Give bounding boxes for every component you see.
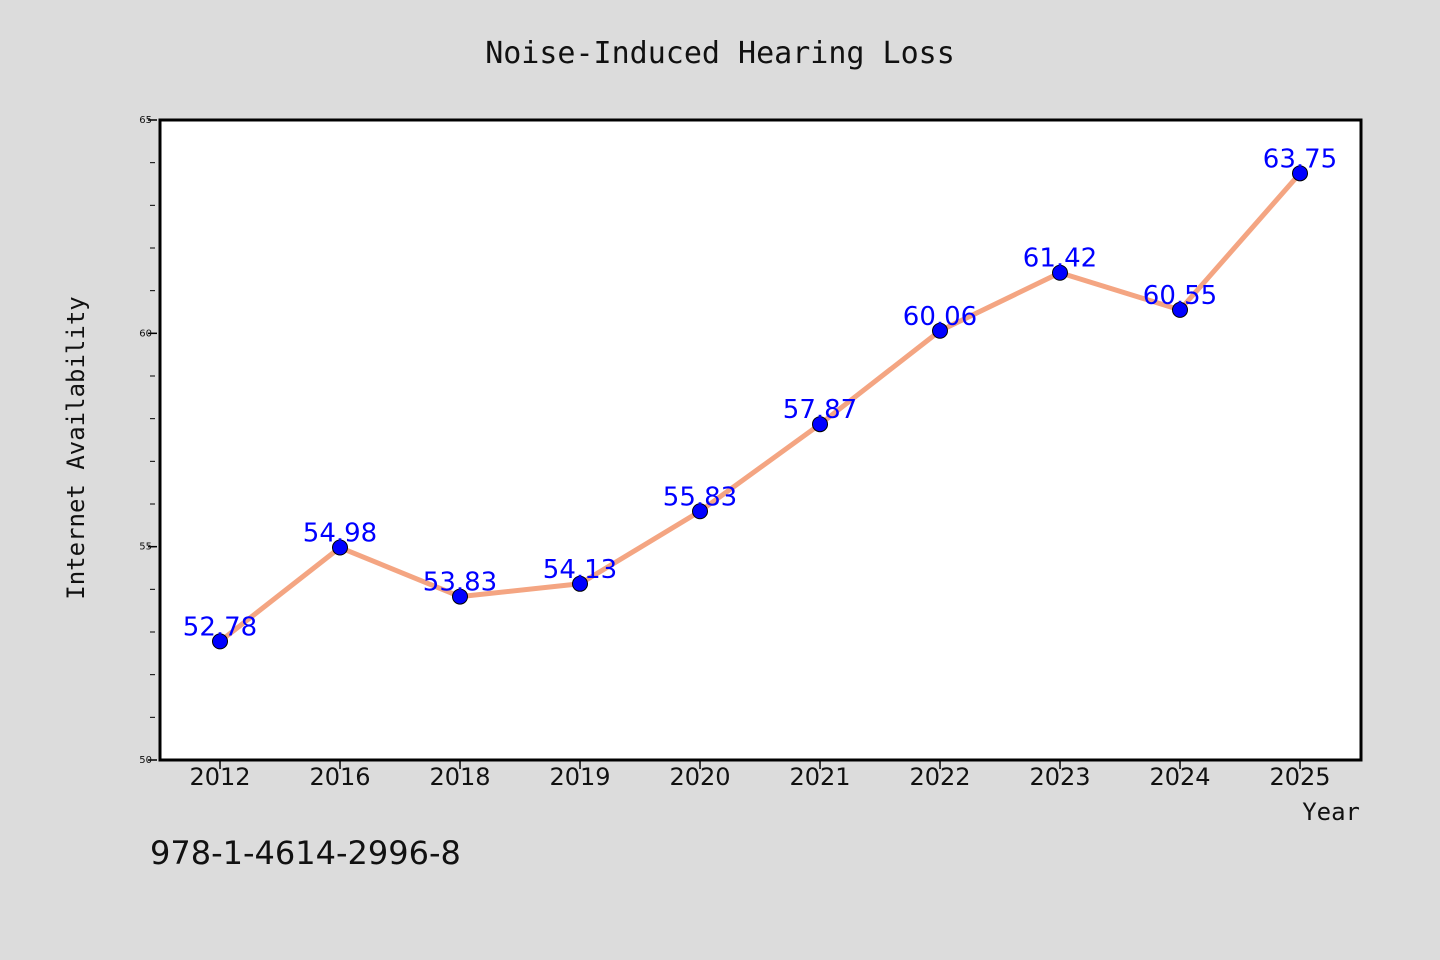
x-tick-label: 2021 xyxy=(789,763,850,791)
x-tick-label: 2019 xyxy=(549,763,610,791)
x-tick-label: 2018 xyxy=(429,763,490,791)
y-axis-label: Internet Availability xyxy=(62,296,90,599)
y-tick-label: 55 xyxy=(139,542,152,553)
data-point xyxy=(812,416,828,433)
data-label: 57.87 xyxy=(783,395,857,425)
data-point xyxy=(332,539,348,556)
y-tick-label: 65 xyxy=(139,115,152,126)
isbn-label: 978-1-4614-2996-8 xyxy=(150,834,461,872)
series-data-labels: 52.78 54.98 53.83 54.13 55.83 57.87 60.06 61.42… xyxy=(183,144,1337,642)
y-axis-major-ticks xyxy=(148,119,157,761)
data-label: 60.55 xyxy=(1143,281,1217,311)
x-tick-label: 2023 xyxy=(1029,763,1090,791)
x-tick-label: 2025 xyxy=(1269,763,1330,791)
data-label: 63.75 xyxy=(1263,144,1337,174)
x-tick-label: 2012 xyxy=(189,763,250,791)
x-tick-label: 2022 xyxy=(909,763,970,791)
data-label: 54.13 xyxy=(543,555,617,585)
data-label: 60.06 xyxy=(903,302,977,332)
x-axis-label: Year xyxy=(1302,798,1360,826)
x-tick-label: 2020 xyxy=(669,763,730,791)
data-label: 61.42 xyxy=(1023,244,1097,274)
plot-area xyxy=(158,118,1363,762)
data-point xyxy=(572,575,588,592)
series-line xyxy=(217,170,1303,644)
y-tick-label: 50 xyxy=(139,755,152,766)
x-tick-label: 2016 xyxy=(309,763,370,791)
data-label: 52.78 xyxy=(183,612,257,642)
chart-title: Noise-Induced Hearing Loss xyxy=(485,36,955,71)
data-point xyxy=(692,503,708,520)
series-markers xyxy=(212,165,1308,650)
data-point xyxy=(212,633,228,650)
y-axis-minor-ticks xyxy=(150,119,155,761)
x-axis-tick-labels: 2012 2016 2018 2019 2020 2021 2022 2023 2024 2025 xyxy=(189,763,1330,791)
data-label: 54.98 xyxy=(303,519,377,549)
y-tick-label: 60 xyxy=(139,328,152,339)
data-point xyxy=(1052,264,1068,281)
x-axis-ticks xyxy=(219,760,1301,769)
data-label: 55.83 xyxy=(663,482,737,512)
data-label: 53.83 xyxy=(423,568,497,598)
x-tick-label: 2024 xyxy=(1149,763,1210,791)
data-point xyxy=(452,588,468,605)
data-point xyxy=(1292,165,1308,182)
data-point xyxy=(932,322,948,339)
y-axis-tick-labels: 50 55 60 65 xyxy=(139,115,152,766)
data-point xyxy=(1172,301,1188,318)
